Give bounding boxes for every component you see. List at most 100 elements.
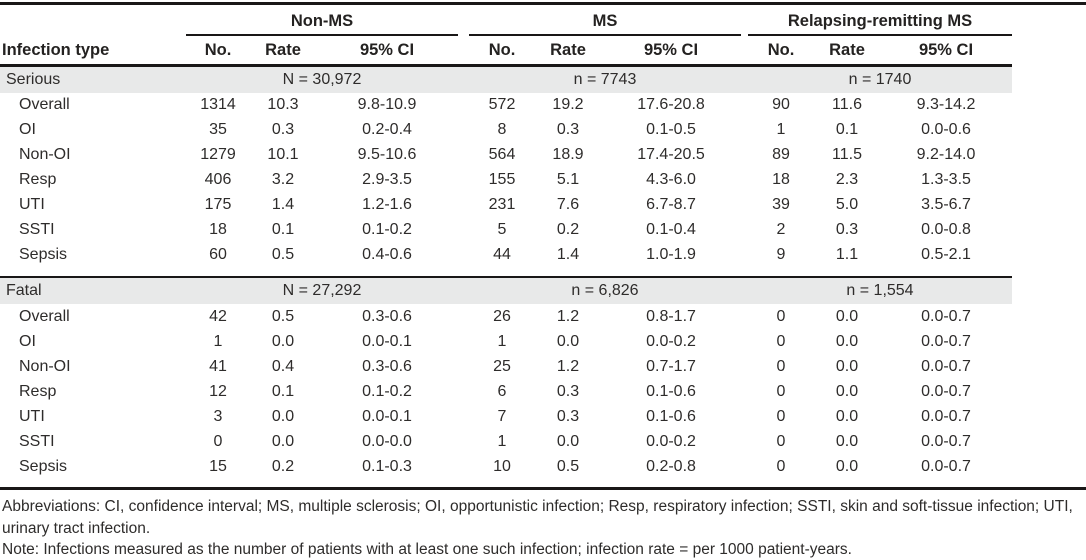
table-cell: 0.1-0.4 — [646, 221, 696, 238]
table-cell: 0.3 — [271, 121, 295, 138]
table-cell: 0.3 — [556, 121, 580, 138]
table-row: SSTI 0 0.0 0.0-0.0 1 0.0 0.0-0.2 0 0.0 0.0-0.7 — [0, 429, 1086, 454]
table-cell: 0.1-0.6 — [646, 407, 696, 425]
section-padding — [0, 268, 1086, 276]
table-cell: 5 — [497, 221, 507, 238]
table-cell: 0.5 — [556, 457, 580, 475]
table-cell: 4.3-6.0 — [646, 171, 696, 188]
table-cell: 17.6-20.8 — [637, 96, 705, 113]
table-cell: 0.1-0.2 — [362, 221, 412, 238]
table-cell: 0.0-0.2 — [646, 432, 696, 450]
table-cell: 35 — [209, 121, 227, 138]
table-cell: 0.0-0.7 — [921, 457, 971, 475]
section-n-ms: n = 6,826 — [571, 282, 639, 299]
table-cell: 0.0-0.0 — [362, 432, 412, 450]
table-cell: 1279 — [200, 146, 236, 163]
table-cell: 0.3-0.6 — [362, 307, 412, 325]
table-row: Overall 42 0.5 0.3-0.6 26 1.2 0.8-1.7 0 0.0 0.0-0… — [0, 304, 1086, 329]
table-cell: 2.9-3.5 — [362, 171, 412, 188]
table-cell: 1 — [497, 332, 507, 350]
table-cell: 9.8-10.9 — [357, 96, 417, 113]
row-label: Sepsis — [19, 246, 68, 263]
table-cell: 0.1-0.3 — [362, 457, 412, 475]
table-cell: 18.9 — [552, 146, 584, 163]
table-cell: 1.2 — [556, 357, 580, 375]
table-row: Sepsis 60 0.5 0.4-0.6 44 1.4 1.0-1.9 9 1.1 0.5-2.… — [0, 243, 1086, 268]
table-cell: 39 — [772, 196, 790, 213]
section-n-non-ms: N = 30,972 — [282, 70, 362, 88]
table-row: Sepsis 15 0.2 0.1-0.3 10 0.5 0.2-0.8 0 0.0 0.0-0.… — [0, 454, 1086, 479]
table-cell: 0.0 — [271, 407, 295, 425]
column-header-no: No. — [767, 40, 795, 59]
table-cell: 572 — [488, 96, 516, 113]
section-n-ms: n = 7743 — [573, 70, 637, 88]
table-cell: 0.3-0.6 — [362, 357, 412, 375]
table-cell: 0 — [776, 307, 786, 325]
column-header-ci: 95% CI — [643, 40, 699, 59]
section-label: Serious — [6, 70, 61, 88]
column-header-row: Infection type No. Rate 95% CI No. Rate … — [0, 36, 1086, 64]
table-row: SSTI 18 0.1 0.1-0.2 5 0.2 0.1-0.4 2 0.3 0.0-0.8 — [0, 218, 1086, 243]
table-cell: 0.3 — [556, 407, 580, 425]
table-cell: 1314 — [200, 96, 236, 113]
table-cell: 9.5-10.6 — [357, 146, 417, 163]
table-row: Non-OI 41 0.4 0.3-0.6 25 1.2 0.7-1.7 0 0.0 0.0-0.… — [0, 354, 1086, 379]
section-rows-serious: Overall 1314 10.3 9.8-10.9 572 19.2 17.6-20.8 9… — [0, 93, 1086, 268]
row-label: SSTI — [19, 221, 55, 238]
table-cell: 0.0-0.7 — [921, 382, 971, 400]
column-header-no: No. — [488, 40, 516, 59]
table-cell: 5.0 — [835, 196, 859, 213]
table-cell: 0 — [776, 407, 786, 425]
table-cell: 5.1 — [556, 171, 580, 188]
measurement-note: Note: Infections measured as the number … — [2, 541, 852, 558]
row-label: UTI — [19, 196, 45, 213]
table-cell: 0.2 — [556, 221, 580, 238]
column-header-rate: Rate — [265, 40, 301, 59]
table-cell: 0 — [776, 332, 786, 350]
column-header-rate: Rate — [829, 40, 865, 59]
table-cell: 6.7-8.7 — [646, 196, 696, 213]
table-cell: 0.4 — [271, 357, 295, 375]
table-cell: 10 — [493, 457, 511, 475]
table-cell: 0.5-2.1 — [921, 246, 971, 263]
column-header-no: No. — [204, 40, 232, 59]
column-header-ci: 95% CI — [359, 40, 415, 59]
table-top-rule — [0, 2, 1086, 5]
table-cell: 8 — [497, 121, 507, 138]
table-cell: 0.8-1.7 — [646, 307, 696, 325]
table-cell: 26 — [493, 307, 511, 325]
table-cell: 0.3 — [835, 221, 859, 238]
table-cell: 1.0-1.9 — [646, 246, 696, 263]
table-cell: 0.0 — [835, 332, 859, 350]
table-row: OI 35 0.3 0.2-0.4 8 0.3 0.1-0.5 1 0.1 0.0-0.6 — [0, 118, 1086, 143]
row-label: Resp — [19, 171, 57, 188]
table-cell: 0.0 — [835, 382, 859, 400]
column-header-infection-type: Infection type — [2, 40, 110, 59]
table-row: Resp 406 3.2 2.9-3.5 155 5.1 4.3-6.0 18 2.3 1.3-3… — [0, 168, 1086, 193]
group-header-rrms: Relapsing-remitting MS — [748, 12, 1012, 36]
table-cell: 564 — [488, 146, 516, 163]
table-row: Non-OI 1279 10.1 9.5-10.6 564 18.9 17.4-20.5 89… — [0, 143, 1086, 168]
table-cell: 9.2-14.0 — [916, 146, 976, 163]
table-cell: 0.2-0.8 — [646, 457, 696, 475]
table-cell: 9 — [776, 246, 786, 263]
table-cell: 15 — [209, 457, 227, 475]
table-cell: 12 — [209, 382, 227, 400]
section-label: Fatal — [6, 282, 42, 299]
table-cell: 1.2 — [556, 307, 580, 325]
table-cell: 0.0 — [835, 432, 859, 450]
table-cell: 0.0 — [835, 407, 859, 425]
table-row: UTI 3 0.0 0.0-0.1 7 0.3 0.1-0.6 0 0.0 0.0-0.7 — [0, 404, 1086, 429]
table-cell: 0.1-0.6 — [646, 382, 696, 400]
table-cell: 231 — [488, 196, 516, 213]
section-padding — [0, 479, 1086, 487]
row-label: Resp — [19, 382, 57, 400]
table-cell: 18 — [209, 221, 227, 238]
table-cell: 175 — [204, 196, 232, 213]
table-cell: 3.2 — [271, 171, 295, 188]
section-rows-fatal: Overall 42 0.5 0.3-0.6 26 1.2 0.8-1.7 0 0.0 0.0-0… — [0, 304, 1086, 479]
table-cell: 0.0-0.6 — [921, 121, 971, 138]
table-cell: 1.3-3.5 — [921, 171, 971, 188]
table-cell: 0.1 — [271, 382, 295, 400]
